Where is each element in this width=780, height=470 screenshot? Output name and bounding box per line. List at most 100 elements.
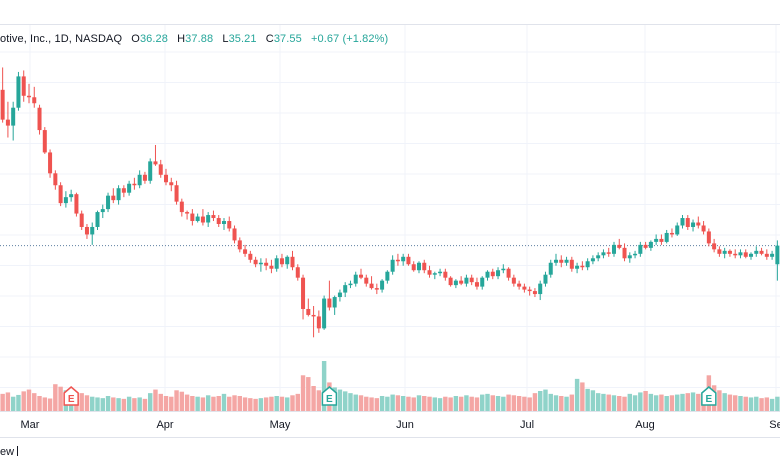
candle-body xyxy=(0,89,5,120)
candle-body xyxy=(727,250,732,254)
volume-bar xyxy=(174,390,179,411)
volume-bar xyxy=(527,397,532,411)
candle-body xyxy=(648,241,653,248)
volume-bar xyxy=(574,378,580,411)
volume-bar xyxy=(274,396,279,411)
volume-bar xyxy=(390,394,395,411)
volume-bar xyxy=(374,398,380,411)
open-value: 36.28 xyxy=(139,33,168,45)
volume-bar xyxy=(516,396,522,411)
volume-bar xyxy=(248,398,253,411)
volume-bar xyxy=(495,396,501,411)
volume-bar xyxy=(158,393,163,411)
volume-bar xyxy=(163,396,169,411)
volume-bar xyxy=(754,396,759,411)
volume-bar xyxy=(105,396,111,411)
volume-bar xyxy=(132,398,137,411)
volume-bar xyxy=(680,393,685,411)
candle-body xyxy=(237,240,242,250)
candlesticks xyxy=(0,67,780,338)
candle-body xyxy=(432,273,437,275)
candle-body xyxy=(385,271,390,281)
volume-bar xyxy=(337,389,343,411)
candle-body xyxy=(770,253,775,257)
candle-body xyxy=(696,222,701,226)
volume-bar xyxy=(638,392,643,411)
candle-body xyxy=(554,259,559,263)
candle-body xyxy=(664,232,669,242)
candle-body xyxy=(53,173,58,186)
candle-body xyxy=(659,238,664,242)
candle-body xyxy=(337,292,342,298)
candle-body xyxy=(32,97,37,104)
candle-body xyxy=(506,268,511,278)
volume-bar xyxy=(617,396,622,411)
candle-body xyxy=(569,259,574,269)
volume-bar xyxy=(559,396,564,411)
candle-body xyxy=(654,238,659,242)
candle-body xyxy=(58,185,63,204)
volume-bar xyxy=(395,395,401,411)
candle-body xyxy=(759,250,764,254)
volume-bar xyxy=(253,398,258,411)
candle-body xyxy=(306,308,311,315)
candle-body xyxy=(285,256,290,265)
volume-bar xyxy=(411,397,416,411)
candle-body xyxy=(364,277,369,284)
volume-bar xyxy=(469,396,474,411)
candle-body xyxy=(206,215,211,223)
volume-bar xyxy=(727,394,733,411)
candle-body xyxy=(5,119,10,126)
candle-body xyxy=(764,253,769,257)
volume-bar xyxy=(595,393,601,411)
earnings-marker-shape xyxy=(701,386,717,406)
candle-body xyxy=(380,280,385,290)
candle-body xyxy=(422,262,427,271)
volume-bar xyxy=(611,395,617,411)
candle-body xyxy=(722,250,727,254)
volume-bar xyxy=(184,394,190,411)
volume-bar xyxy=(258,398,264,411)
candle-body xyxy=(169,182,174,186)
volume-bar xyxy=(216,396,221,411)
volume-bar xyxy=(84,395,90,411)
volume-bar xyxy=(285,397,290,411)
volume-bar xyxy=(137,397,142,411)
candle-body xyxy=(148,161,153,181)
volume-bar xyxy=(142,398,148,411)
symbol-label: otive, Inc., 1D, NASDAQ xyxy=(0,33,123,45)
volume-bar xyxy=(580,382,585,411)
candle-body xyxy=(216,218,221,224)
candle-body xyxy=(480,277,485,287)
candle-body xyxy=(374,288,379,290)
volume-bar xyxy=(10,396,16,411)
volume-bar xyxy=(16,394,21,411)
candle-body xyxy=(69,194,74,198)
candle-body xyxy=(243,249,248,254)
change-value: +0.67 (+1.82%) xyxy=(311,33,389,45)
candle-body xyxy=(121,188,126,193)
volume-bar xyxy=(738,396,743,411)
volume-bar xyxy=(632,395,638,411)
volume-bar xyxy=(190,396,195,411)
candle-body xyxy=(332,297,337,308)
volume-bar xyxy=(353,394,358,411)
low-value: 35.21 xyxy=(228,33,257,45)
volume-bar xyxy=(237,396,243,411)
volume-bars xyxy=(0,361,780,411)
volume-bar xyxy=(53,384,58,411)
volume-bar xyxy=(606,394,611,411)
candle-body xyxy=(559,259,564,263)
open-label: O xyxy=(131,33,140,45)
candle-body xyxy=(638,244,643,254)
candle-body xyxy=(348,283,353,286)
candle-body xyxy=(548,262,553,275)
volume-bar xyxy=(590,390,596,411)
earnings-marker: E xyxy=(321,386,338,406)
candle-body xyxy=(174,185,179,202)
candle-body xyxy=(443,271,448,278)
candle-body xyxy=(253,259,258,265)
candle-body xyxy=(538,283,543,295)
